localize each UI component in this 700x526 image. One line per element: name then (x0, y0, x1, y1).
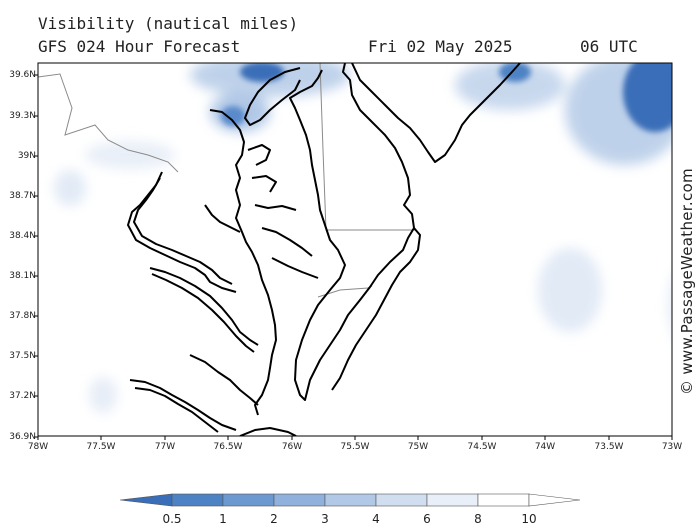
eastern-shore-inlet-2 (261, 227, 313, 257)
lon-label: 75W (407, 442, 429, 452)
james-river-south (134, 387, 219, 433)
colorbar-segment-6 (426, 493, 479, 507)
chesapeake-western-shore (209, 109, 277, 416)
fog-patch-east (668, 279, 672, 331)
colorbar-segment-4 (324, 493, 377, 507)
fog-patch-ocean (538, 248, 602, 332)
delmarva-bay-shore (289, 63, 415, 401)
potomac-north-bank (133, 177, 233, 285)
colorbar-label: 10 (521, 512, 537, 526)
lon-label: 74.5W (467, 442, 497, 452)
colorbar-segment-7 (477, 493, 530, 507)
rappahannock-river (149, 267, 259, 346)
fog-patch-west (85, 141, 175, 169)
lat-label: 37.8N (9, 311, 36, 321)
upper-chesapeake (244, 67, 301, 126)
dense-fog-north (240, 63, 284, 82)
lat-label: 39N (17, 151, 36, 161)
lon-label: 76.5W (213, 442, 243, 452)
eastern-shore-inlet-3 (271, 257, 319, 279)
md-de-border (319, 63, 415, 231)
colorbar-segment-5 (375, 493, 428, 507)
colorbar-segment-0 (119, 493, 173, 507)
lat-label: 38.7N (9, 191, 36, 201)
visibility-shading (54, 63, 672, 413)
fog-patch-southwest (54, 170, 86, 206)
james-river-north (129, 379, 237, 431)
forecast-time: 06 UTC (580, 37, 638, 56)
fog-patch-new-jersey (455, 63, 565, 110)
forecast-label: GFS 024 Hour Forecast (38, 37, 241, 56)
lon-label: 74W (534, 442, 556, 452)
lon-label: 75.5W (340, 442, 370, 452)
lat-label: 38.4N (9, 231, 36, 241)
colorbar-segment-1 (171, 493, 224, 507)
hampton-roads-coast (239, 427, 297, 436)
map-title: Visibility (nautical miles) (38, 14, 299, 33)
dense-fog-coast (499, 63, 531, 82)
colorbar (119, 493, 581, 507)
site-credit: © www.PassageWeather.com (678, 168, 696, 395)
colorbar-label: 4 (372, 512, 380, 526)
lon-label: 76W (281, 442, 303, 452)
wv-va-border (38, 73, 179, 173)
colorbar-label: 2 (270, 512, 278, 526)
fog-patch-south (89, 377, 117, 413)
colorbar-label: 0.5 (162, 512, 182, 526)
rappahannock-river-south (151, 273, 255, 353)
lat-label: 39.3N (9, 111, 36, 121)
lon-label: 78W (27, 442, 49, 452)
coastlines (127, 63, 521, 436)
colorbar-segment-3 (273, 493, 326, 507)
dense-fog-bay (221, 106, 245, 126)
delmarva-atlantic-coast (331, 227, 421, 391)
colorbar-label: 1 (219, 512, 227, 526)
lon-label: 77.5W (86, 442, 116, 452)
lat-label: 39.6N (9, 70, 36, 80)
colorbar-segment-2 (222, 493, 275, 507)
potomac-south-bank (127, 171, 237, 293)
lat-label: 37.5N (9, 351, 36, 361)
lon-label: 73W (661, 442, 683, 452)
lat-label: 37.2N (9, 391, 36, 401)
delaware-bay-nj-coast (351, 63, 521, 163)
lon-label: 73.5W (594, 442, 624, 452)
lon-label: 77W (154, 442, 176, 452)
axis-ticks (34, 74, 673, 440)
eastern-shore-inlet-1 (254, 204, 297, 211)
nanticoke-inlet (251, 175, 277, 193)
colorbar-label: 3 (321, 512, 329, 526)
dense-fog-offshore (623, 63, 672, 132)
colorbar-label: 6 (423, 512, 431, 526)
lat-label: 36.9N (9, 432, 36, 442)
choptank-inlet (247, 144, 271, 166)
colorbar-label: 8 (474, 512, 482, 526)
forecast-date: Fri 02 May 2025 (368, 37, 513, 56)
patuxent-river (204, 204, 241, 233)
york-river (189, 354, 259, 406)
colorbar-segment-8 (528, 493, 581, 507)
lat-label: 38.1N (9, 271, 36, 281)
